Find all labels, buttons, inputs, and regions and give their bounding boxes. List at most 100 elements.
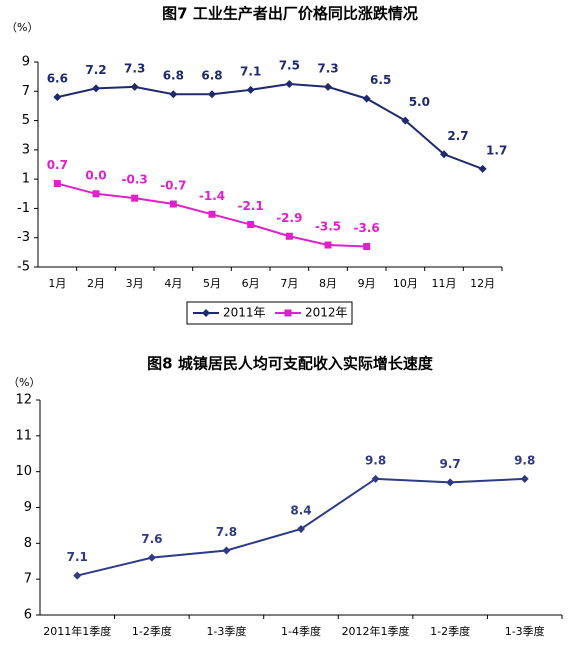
y-tick-label: 12: [15, 393, 32, 408]
x-tick-label: 1-2季度: [430, 624, 470, 638]
y-tick-label: 3: [22, 142, 30, 157]
value-label: 6.8: [201, 69, 222, 83]
marker: [401, 116, 410, 125]
x-tick-label: 6月: [242, 277, 260, 290]
y-tick-label: 10: [15, 464, 32, 479]
value-label: 6.6: [47, 72, 68, 86]
x-tick-label: 3月: [126, 277, 144, 290]
y-tick-label: 5: [22, 113, 30, 128]
x-tick-label: 1-4季度: [281, 624, 321, 638]
marker: [371, 474, 380, 483]
value-label: -3.6: [354, 221, 380, 235]
marker: [208, 210, 216, 218]
chart-title: 图8 城镇居民人均可支配收入实际增长速度: [147, 355, 434, 373]
y-tick-label: 1: [22, 172, 30, 187]
marker: [324, 241, 332, 249]
marker: [285, 79, 294, 88]
x-tick-label: 2月: [87, 277, 105, 290]
value-label: 7.6: [141, 532, 162, 546]
value-label: 6.8: [163, 69, 184, 83]
value-label: 7.1: [240, 64, 261, 78]
value-label: -2.9: [276, 211, 302, 225]
value-label: 0.0: [85, 168, 106, 182]
value-label: -0.3: [122, 173, 148, 187]
x-tick-label: 4月: [164, 277, 182, 290]
marker: [363, 243, 371, 250]
x-tick-label: 5月: [203, 277, 221, 290]
y-tick-label: 7: [24, 572, 32, 587]
x-tick-label: 1-3季度: [505, 624, 545, 638]
y-tick-label: 9: [22, 55, 30, 70]
value-label: 9.8: [514, 453, 535, 467]
value-label: -2.1: [238, 199, 264, 213]
marker: [297, 525, 305, 533]
x-tick-label: 9月: [358, 277, 376, 290]
x-tick-label: 11月: [432, 277, 457, 290]
marker: [284, 309, 292, 317]
marker: [169, 90, 178, 99]
value-label: -0.7: [160, 179, 186, 193]
x-tick-label: 1-2季度: [132, 624, 172, 638]
marker: [73, 571, 82, 580]
value-label: 9.7: [440, 457, 461, 471]
marker: [92, 190, 100, 198]
y-tick-label: -3: [17, 230, 30, 245]
y-axis-unit: （%）: [6, 21, 38, 34]
marker: [520, 474, 529, 483]
marker: [246, 85, 255, 94]
y-tick-label: 6: [24, 608, 32, 623]
x-tick-label: 1-3季度: [206, 624, 246, 638]
y-tick-label: -5: [17, 260, 30, 275]
legend-box: [186, 301, 353, 325]
x-tick-label: 7月: [280, 277, 298, 290]
x-tick-label: 2012年1季度: [342, 624, 410, 638]
marker: [285, 232, 293, 240]
value-label: -3.5: [315, 220, 341, 234]
marker: [446, 478, 455, 487]
x-tick-label: 1月: [48, 277, 66, 290]
x-tick-label: 8月: [319, 277, 337, 290]
marker: [362, 94, 371, 103]
value-label: -1.4: [199, 189, 225, 203]
marker: [169, 200, 177, 208]
marker: [478, 164, 487, 173]
marker: [208, 90, 216, 99]
marker: [130, 82, 139, 91]
y-tick-label: 11: [15, 428, 32, 443]
value-label: 0.7: [47, 158, 68, 172]
x-tick-label: 12月: [470, 277, 495, 290]
y-tick-label: -1: [17, 201, 30, 216]
marker: [131, 194, 139, 202]
y-axis-unit: （%）: [8, 376, 40, 389]
marker: [53, 180, 61, 188]
value-label: 8.4: [290, 504, 311, 518]
value-label: 7.3: [124, 61, 145, 75]
marker: [222, 546, 231, 555]
value-label: 5.0: [409, 95, 430, 109]
legend-label: 2011年: [223, 306, 266, 320]
value-label: 9.8: [365, 453, 386, 467]
marker: [202, 309, 210, 317]
series-line: [57, 82, 484, 170]
value-label: 7.1: [67, 550, 88, 564]
x-tick-label: 2011年1季度: [43, 624, 111, 638]
value-label: 7.2: [85, 63, 106, 77]
value-label: 7.3: [317, 61, 338, 75]
y-tick-label: 9: [24, 500, 32, 515]
x-tick-label: 10月: [393, 277, 418, 290]
value-label: 1.7: [486, 143, 507, 157]
value-label: 7.8: [216, 525, 237, 539]
marker: [247, 221, 255, 229]
marker: [147, 553, 156, 562]
value-label: 6.5: [370, 73, 391, 87]
legend-label: 2012年: [305, 306, 348, 320]
marker: [440, 150, 448, 159]
y-tick-label: 8: [24, 536, 32, 551]
value-label: 7.5: [279, 58, 300, 72]
chart-title: 图7 工业生产者出厂价格同比涨跌情况: [162, 5, 418, 23]
marker: [324, 82, 332, 91]
marker: [92, 84, 100, 93]
marker: [53, 93, 62, 102]
value-label: 2.7: [447, 129, 468, 143]
